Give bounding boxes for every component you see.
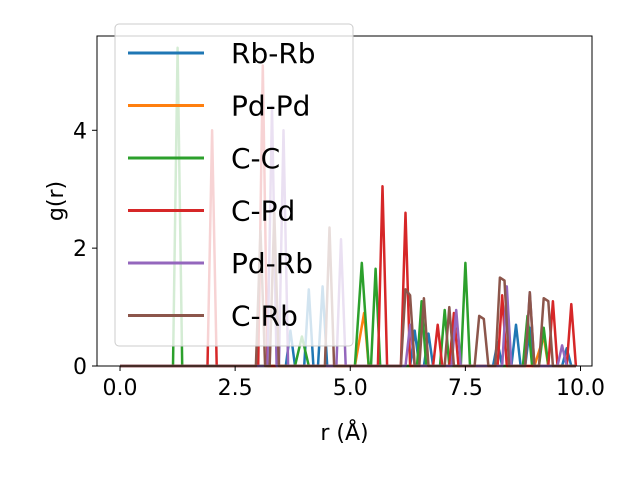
legend-label-4: Pd-Rb [231,247,313,280]
ticks-layer: 0.0 2.5 5.0 7.5 10.0 0 2 4 [73,119,605,401]
y-tick-label: 4 [73,119,87,144]
x-tick-label: 2.5 [218,376,253,401]
legend-label-0: Rb-Rb [231,37,316,70]
x-axis-label: r (Å) [320,419,368,446]
y-axis-label: g(r) [44,181,69,221]
x-tick-label: 7.5 [448,376,483,401]
legend-label-2: C-C [231,142,280,175]
legend: Rb-Rb Pd-Pd C-C C-Pd Pd-Rb C-Rb [114,23,354,347]
y-tick-label: 0 [73,355,87,380]
y-tick-label: 2 [73,237,87,262]
legend-box [114,23,354,347]
x-tick-label: 5.0 [333,376,368,401]
legend-label-3: C-Pd [231,195,295,228]
x-tick-label: 10.0 [556,376,605,401]
legend-label-1: Pd-Pd [231,90,310,123]
legend-label-5: C-Rb [231,300,298,333]
legend-items: Rb-Rb Pd-Pd C-C C-Pd Pd-Rb C-Rb [128,37,316,333]
x-tick-label: 0.0 [103,376,138,401]
